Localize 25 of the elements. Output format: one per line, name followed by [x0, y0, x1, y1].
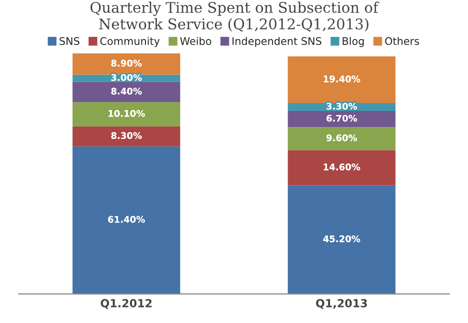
data-label: 6.70%: [326, 114, 358, 122]
legend-label: Community: [100, 36, 160, 48]
x-tick-label: Q1,2013: [316, 298, 367, 309]
legend-label: Independent SNS: [232, 36, 322, 48]
data-label: 14.60%: [324, 164, 360, 170]
bar: [288, 150, 396, 186]
data-label: 45.20%: [323, 235, 360, 242]
data-label: 19.40%: [324, 76, 360, 82]
legend-label: Weibo: [180, 36, 212, 46]
legend-label: Others: [385, 36, 420, 46]
data-label: 9.60%: [326, 134, 358, 142]
bar: [288, 185, 396, 294]
data-label: 8.30%: [111, 132, 142, 139]
legend-label: Blog: [342, 36, 364, 48]
data-label: 61.40%: [108, 216, 145, 223]
bar: [288, 56, 396, 104]
bar: [72, 146, 180, 294]
data-label: 8.90%: [111, 60, 142, 67]
data-label: 3.00%: [111, 74, 142, 81]
chart-title: Quarterly Time Spent on Subsection of Network Service (Q1,2012-Q1,2013): [90, 2, 380, 32]
legend-label: SNS: [60, 37, 80, 46]
x-tick-label: Q1.2012: [100, 298, 152, 309]
data-label: 3.30%: [326, 102, 358, 110]
data-label: 8.40%: [111, 88, 142, 95]
data-label: 10.10%: [108, 110, 145, 117]
